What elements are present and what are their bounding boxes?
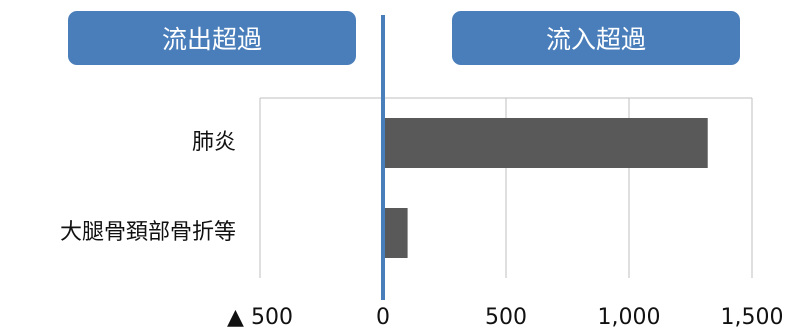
category-label: 大腿骨頚部骨折等 <box>60 220 236 245</box>
x-tick-label: 0 <box>376 305 390 330</box>
category-label: 肺炎 <box>192 130 236 155</box>
x-tick-label: 500 <box>485 305 527 330</box>
inflow-excess-header: 流入超過 <box>452 11 740 65</box>
bar-1 <box>383 208 408 258</box>
x-tick-label: ▲ 500 <box>227 305 293 330</box>
x-tick-label: 1,500 <box>721 305 784 330</box>
outflow-excess-header: 流出超過 <box>68 11 356 65</box>
x-tick-labels: ▲ 500 0 500 1,000 1,500 <box>227 305 783 330</box>
bar-0 <box>383 118 708 168</box>
bars <box>383 118 708 258</box>
x-tick-label: 1,000 <box>598 305 661 330</box>
